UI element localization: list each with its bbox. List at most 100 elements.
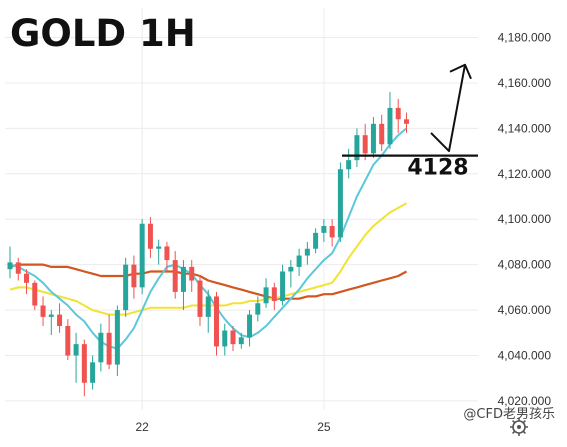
ma-slow-line [9,263,408,300]
candle-body [354,135,360,161]
candle [337,162,343,242]
candle [48,310,54,336]
candle-body [40,305,46,317]
candle-body [73,344,79,356]
candle [131,255,137,299]
chart-grid [5,8,478,410]
candle-body [7,262,13,270]
candle-body [98,332,104,363]
candle-body [362,135,368,154]
candle [280,264,286,306]
candle [32,280,38,311]
candle [329,219,335,247]
candle-body [147,223,153,249]
candle [73,332,79,383]
candle [40,296,46,326]
candle [296,248,302,276]
candle-body [304,248,310,256]
candle-body [337,169,343,238]
resistance-label: 4128 [407,156,468,181]
candle-body [255,303,261,315]
candle-body [238,337,244,345]
candle [164,241,170,272]
candle [7,246,13,279]
y-tick-label: 4,120.000 [498,167,552,181]
x-tick-label: 25 [317,420,331,434]
candle-body [222,330,228,347]
candle-body [379,123,385,145]
candle-body [247,314,253,338]
candle [271,282,277,311]
candle-body [387,107,393,145]
projection-arrow [430,64,466,153]
candle [387,92,393,149]
candle [65,319,71,361]
candle [205,289,211,333]
candle [57,303,63,333]
y-tick-label: 4,040.000 [498,348,552,362]
candle-body [48,314,54,317]
candle-body [24,273,30,283]
candle-body [15,262,21,274]
y-tick-label: 4,100.000 [498,212,552,226]
candle [354,128,360,167]
y-axis: 4,180.000 4,160.000 4,140.000 4,120.000 4,10… [498,31,552,408]
candle-body [329,226,335,238]
x-tick-label: 22 [135,420,149,434]
candle [263,278,269,308]
y-tick-label: 4,060.000 [498,303,552,317]
candle [230,325,236,351]
candle [222,323,228,356]
candle [395,98,401,133]
candle-body [263,287,269,304]
candle-body [280,271,286,301]
x-axis: 22 25 [135,420,330,434]
y-tick-label: 4,080.000 [498,258,552,272]
candle [106,314,112,370]
candle [114,305,120,376]
candle [370,117,376,158]
candle [346,148,352,179]
candle-body [139,223,145,288]
candle-body [214,296,219,347]
candle [24,269,30,295]
candle [304,241,310,265]
candle-body [395,107,401,120]
candle [147,216,153,258]
candle-body [197,280,203,317]
candle [90,355,96,390]
candle-body [106,332,112,365]
candle-body [370,123,376,154]
candle [288,260,294,288]
candle-body [403,119,409,124]
candle-body [32,282,38,306]
candle [247,310,253,347]
annotations: 4128 [342,63,478,181]
projection-arrowhead [449,63,472,80]
candle-body [164,246,170,261]
candle-body [114,310,120,365]
candle-body [65,325,71,356]
candle [156,239,162,265]
candle [403,112,409,133]
candle [321,219,327,242]
candle [362,123,368,161]
settings-icon[interactable] [510,418,528,436]
candle [81,339,87,397]
candle [15,257,21,281]
y-tick-label: 4,180.000 [498,31,552,45]
candle-body [57,314,63,326]
candle-body [296,255,302,267]
candle-body [271,287,277,301]
candle [180,260,186,311]
chart-title: GOLD 1H [10,12,196,55]
candle-body [205,296,211,317]
candle [214,291,219,356]
candle-body [288,266,294,272]
y-tick-label: 4,160.000 [498,76,552,90]
candle [313,228,319,254]
candle-body [230,330,236,345]
y-tick-label: 4,020.000 [498,394,552,408]
candle-body [180,266,186,292]
